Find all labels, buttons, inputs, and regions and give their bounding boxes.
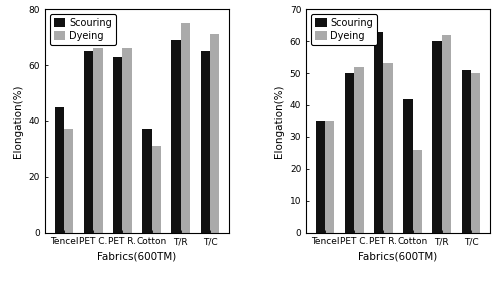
Bar (122, 48, 132, 233)
Bar (152, 146, 161, 233)
Bar (404, 99, 412, 233)
Bar (345, 73, 354, 233)
Bar (316, 121, 325, 233)
X-axis label: Fabrics(600TM): Fabrics(600TM) (358, 252, 438, 262)
Bar (325, 121, 334, 233)
Bar (93, 48, 102, 233)
Bar (113, 57, 122, 233)
Bar (354, 67, 364, 233)
Bar (210, 34, 220, 233)
Bar (54, 107, 64, 233)
Bar (462, 70, 471, 233)
Bar (432, 41, 442, 233)
Y-axis label: Elongation(%): Elongation(%) (274, 84, 284, 158)
Bar (172, 40, 180, 233)
Bar (84, 51, 93, 233)
Legend: Scouring, Dyeing: Scouring, Dyeing (50, 14, 116, 45)
Bar (374, 32, 384, 233)
Bar (442, 35, 451, 233)
Bar (412, 150, 422, 233)
Bar (64, 129, 74, 233)
Bar (200, 51, 210, 233)
Legend: Scouring, Dyeing: Scouring, Dyeing (311, 14, 377, 45)
X-axis label: Fabrics(600TM): Fabrics(600TM) (98, 252, 176, 262)
Y-axis label: Elongation(%): Elongation(%) (13, 84, 23, 158)
Bar (384, 63, 393, 233)
Bar (142, 129, 152, 233)
Bar (471, 73, 480, 233)
Bar (180, 23, 190, 233)
